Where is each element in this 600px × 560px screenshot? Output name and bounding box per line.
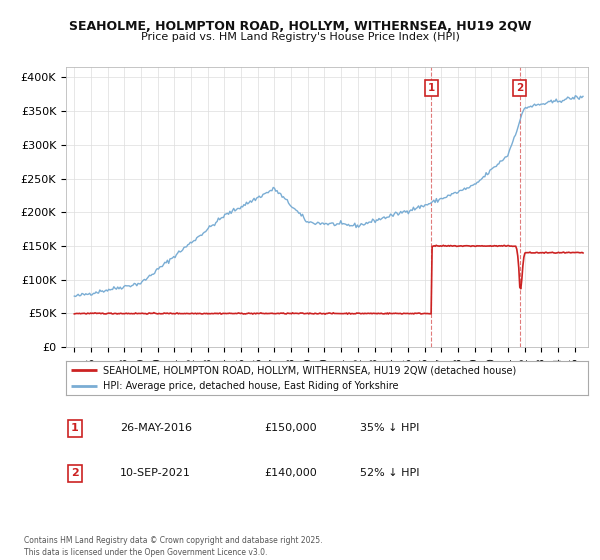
Text: 52% ↓ HPI: 52% ↓ HPI xyxy=(360,468,419,478)
Text: 26-MAY-2016: 26-MAY-2016 xyxy=(120,423,192,433)
Text: 2: 2 xyxy=(71,468,79,478)
Text: 35% ↓ HPI: 35% ↓ HPI xyxy=(360,423,419,433)
Text: 2: 2 xyxy=(516,83,523,93)
Text: SEAHOLME, HOLMPTON ROAD, HOLLYM, WITHERNSEA, HU19 2QW: SEAHOLME, HOLMPTON ROAD, HOLLYM, WITHERN… xyxy=(69,20,531,32)
Text: SEAHOLME, HOLMPTON ROAD, HOLLYM, WITHERNSEA, HU19 2QW (detached house): SEAHOLME, HOLMPTON ROAD, HOLLYM, WITHERN… xyxy=(103,365,516,375)
Text: 10-SEP-2021: 10-SEP-2021 xyxy=(120,468,191,478)
Text: HPI: Average price, detached house, East Riding of Yorkshire: HPI: Average price, detached house, East… xyxy=(103,381,398,391)
Text: Contains HM Land Registry data © Crown copyright and database right 2025.
This d: Contains HM Land Registry data © Crown c… xyxy=(24,536,323,557)
Text: 1: 1 xyxy=(428,83,435,93)
Text: £150,000: £150,000 xyxy=(264,423,317,433)
Text: 1: 1 xyxy=(71,423,79,433)
Text: Price paid vs. HM Land Registry's House Price Index (HPI): Price paid vs. HM Land Registry's House … xyxy=(140,32,460,42)
Text: £140,000: £140,000 xyxy=(264,468,317,478)
